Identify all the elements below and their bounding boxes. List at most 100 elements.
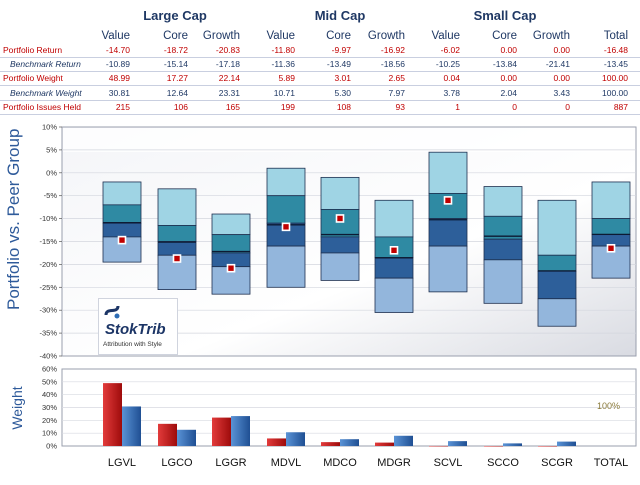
peer-band-3 (102, 222, 142, 238)
table-cell: 10.71 (273, 87, 295, 98)
table-cell: 23.31 (218, 87, 240, 98)
table-cell: -21.41 (545, 59, 570, 70)
peer-band-2 (266, 195, 306, 224)
table-cell: 30.81 (108, 87, 130, 98)
y-tick-label: 20% (42, 416, 57, 425)
logo-tagline: Attribution with Style (103, 341, 162, 348)
portfolio-weight-bar (321, 442, 340, 446)
category-label: SCCO (487, 457, 519, 469)
y-tick-label: -25% (39, 283, 57, 292)
column-header: Value (431, 30, 460, 42)
table-cell: 0.00 (500, 45, 517, 55)
peer-band-2 (591, 218, 631, 236)
y-tick-label: -20% (39, 260, 57, 269)
table-row-label: Benchmark Weight (10, 87, 82, 98)
column-header: Growth (367, 30, 405, 42)
y-tick-label: 10% (42, 429, 57, 438)
y-tick-label: 5% (46, 145, 57, 154)
peer-band-1 (537, 199, 577, 256)
table-cell: 165 (225, 101, 240, 112)
peer-band-1 (483, 186, 523, 217)
peer-band-1 (102, 181, 142, 206)
row-divider (0, 113, 640, 115)
weight-note: 100% (597, 401, 621, 411)
table-cell: 2.04 (500, 87, 517, 98)
row-divider (0, 71, 640, 73)
portfolio-weight-bar (103, 383, 122, 446)
table-cell: 0.00 (553, 73, 570, 84)
portfolio-weight-bar (375, 442, 394, 446)
table-row-label: Portfolio Weight (3, 73, 63, 84)
column-header: Core (163, 30, 188, 42)
table-cell: 100.00 (602, 73, 628, 84)
benchmark-weight-bar (394, 435, 413, 446)
category-label: MDCO (323, 457, 357, 469)
column-header: Value (266, 30, 295, 42)
group-header-large-cap: Large Cap (143, 8, 207, 23)
peer-band-3 (428, 218, 468, 247)
peer-band-1 (266, 167, 306, 197)
portfolio-marker (335, 214, 345, 223)
portfolio-marker (389, 245, 399, 255)
logo-name: StokTrib (105, 321, 166, 338)
table-cell: -13.45 (603, 59, 628, 70)
row-divider (0, 85, 640, 87)
table-cell: -16.48 (603, 45, 628, 55)
table-cell: -10.25 (435, 59, 460, 70)
table-cell: 12.64 (166, 87, 188, 98)
peer-band-3 (320, 236, 360, 254)
table-cell: 215 (115, 101, 130, 112)
portfolio-weight-bar (429, 445, 448, 447)
table-cell: 3.43 (553, 87, 570, 98)
table-row-label: Benchmark Return (10, 59, 81, 70)
peer-band-1 (320, 176, 360, 210)
benchmark-weight-bar (122, 406, 141, 446)
y-tick-label: -35% (39, 329, 57, 338)
category-label: LGVL (108, 457, 136, 469)
peer-band-4 (374, 277, 414, 313)
peer-band-1 (428, 151, 468, 194)
table-row-label: Portfolio Return (3, 45, 63, 55)
table-row-label: Portfolio Issues Held (3, 101, 81, 112)
table-cell: -13.49 (326, 59, 351, 70)
column-header: Total (603, 30, 628, 42)
table-cell: 0 (565, 101, 570, 112)
row-divider (0, 57, 640, 58)
table-cell: 106 (173, 101, 188, 112)
y-tick-label: -30% (39, 306, 57, 315)
column-header: Core (492, 30, 517, 42)
y-tick-label: -40% (39, 352, 57, 361)
benchmark-weight-bar (231, 416, 250, 446)
column-header: Growth (532, 30, 570, 42)
peer-band-3 (483, 238, 523, 261)
peer-band-3 (537, 270, 577, 300)
category-label: LGCO (161, 457, 193, 469)
peer-band-4 (483, 259, 523, 304)
benchmark-weight-bar (286, 432, 305, 446)
portfolio-weight-bar (267, 438, 286, 446)
table-cell: -17.18 (215, 59, 240, 70)
category-label: SCGR (541, 457, 573, 469)
benchmark-weight-bar (448, 441, 467, 446)
peer-band-2 (102, 204, 142, 224)
category-label: MDVL (271, 457, 302, 469)
table-cell: 22.14 (218, 73, 240, 84)
table-cell: 93 (395, 101, 405, 112)
column-header: Value (101, 30, 130, 42)
portfolio-weight-bar (158, 423, 177, 446)
peer-band-4 (320, 252, 360, 281)
portfolio-weight-bar (484, 446, 503, 447)
table-cell: 100.00 (602, 87, 628, 98)
table-cell: -9.97 (331, 45, 351, 55)
benchmark-weight-bar (177, 429, 196, 446)
table-cell: 3.78 (443, 87, 460, 98)
y-tick-label: -15% (39, 237, 57, 246)
table-cell: -14.70 (105, 45, 130, 55)
stoktrib-logo: StokTrib Attribution with Style (98, 298, 178, 355)
y-tick-label: 60% (42, 365, 57, 374)
peer-band-1 (157, 188, 197, 226)
table-cell: 3.01 (334, 73, 351, 84)
portfolio-marker (281, 222, 291, 232)
table-cell: 5.89 (278, 73, 295, 84)
